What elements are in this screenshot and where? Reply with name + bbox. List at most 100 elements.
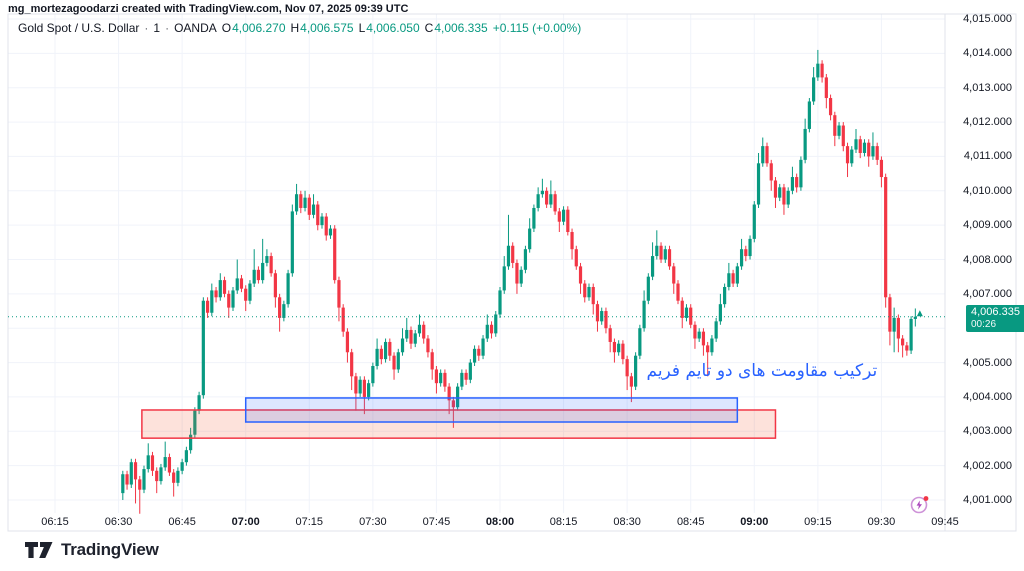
candle[interactable] <box>659 242 663 263</box>
candle[interactable] <box>625 355 629 391</box>
candle[interactable] <box>714 317 718 342</box>
candle[interactable] <box>244 285 248 312</box>
candle[interactable] <box>443 369 447 392</box>
candle[interactable] <box>392 352 396 380</box>
candle[interactable] <box>400 328 405 356</box>
candle[interactable] <box>150 451 155 476</box>
candle[interactable] <box>176 467 180 487</box>
candle[interactable] <box>710 335 714 356</box>
candle[interactable] <box>362 376 366 415</box>
candle[interactable] <box>731 269 735 287</box>
candle[interactable] <box>769 159 773 191</box>
candle[interactable] <box>506 214 511 270</box>
candle[interactable] <box>684 304 689 322</box>
candle[interactable] <box>311 194 316 219</box>
candle[interactable] <box>193 407 197 439</box>
candle[interactable] <box>379 345 383 365</box>
candle[interactable] <box>341 304 345 337</box>
candle[interactable] <box>557 207 561 233</box>
candle[interactable] <box>701 328 706 356</box>
candle[interactable] <box>358 376 362 397</box>
candle[interactable] <box>489 321 494 339</box>
candle[interactable] <box>125 470 129 490</box>
candle[interactable] <box>888 293 892 346</box>
candle[interactable] <box>748 235 752 260</box>
candle[interactable] <box>307 194 311 220</box>
candle[interactable] <box>422 321 426 344</box>
candle[interactable] <box>871 132 875 160</box>
candle[interactable] <box>723 283 727 308</box>
tradingview-brand-text[interactable]: TradingView <box>61 540 159 559</box>
candle[interactable] <box>261 238 265 284</box>
candle[interactable] <box>655 230 659 260</box>
candle[interactable] <box>367 379 371 401</box>
candle[interactable] <box>862 139 867 157</box>
candle[interactable] <box>638 324 642 360</box>
candle[interactable] <box>905 341 909 356</box>
candle[interactable] <box>650 242 655 281</box>
candle[interactable] <box>498 286 502 318</box>
flash-status-icon[interactable] <box>909 494 931 516</box>
red-resistance-zone[interactable] <box>141 409 777 439</box>
candle[interactable] <box>909 316 913 354</box>
candle[interactable] <box>773 177 778 208</box>
candle[interactable] <box>383 338 388 363</box>
candle[interactable] <box>617 340 621 356</box>
candle[interactable] <box>680 297 684 329</box>
candle[interactable] <box>697 328 701 342</box>
candle[interactable] <box>201 297 205 399</box>
candle[interactable] <box>663 245 667 263</box>
candle[interactable] <box>786 187 790 208</box>
candle[interactable] <box>519 266 523 287</box>
candle[interactable] <box>350 348 354 391</box>
candle[interactable] <box>790 166 795 195</box>
candle[interactable] <box>235 259 239 294</box>
candle[interactable] <box>634 352 638 391</box>
candles-layer[interactable] <box>121 49 917 514</box>
candle[interactable] <box>845 142 850 178</box>
candle[interactable] <box>693 321 697 349</box>
candle[interactable] <box>536 187 540 212</box>
candle[interactable] <box>396 348 400 373</box>
candle[interactable] <box>189 427 193 454</box>
candle[interactable] <box>227 290 231 318</box>
candle[interactable] <box>803 118 807 164</box>
candle[interactable] <box>239 274 244 293</box>
candle[interactable] <box>706 341 710 377</box>
candle[interactable] <box>282 300 286 322</box>
candle[interactable] <box>778 183 782 202</box>
candle[interactable] <box>210 283 214 317</box>
candle[interactable] <box>328 225 333 239</box>
candle[interactable] <box>511 242 515 269</box>
candle[interactable] <box>553 190 557 215</box>
candle[interactable] <box>269 252 273 277</box>
candle[interactable] <box>468 359 472 384</box>
candle[interactable] <box>735 262 739 287</box>
candle[interactable] <box>828 94 833 121</box>
candle[interactable] <box>901 335 905 358</box>
candle[interactable] <box>184 446 188 466</box>
candle[interactable] <box>375 338 379 370</box>
candle[interactable] <box>218 273 222 301</box>
candle[interactable] <box>133 458 138 504</box>
text-drawing-annotation[interactable]: ترکیب مقاومت های دو تایم فریم <box>646 361 878 382</box>
candle[interactable] <box>354 372 358 411</box>
candle[interactable] <box>756 152 761 208</box>
candle[interactable] <box>854 128 858 153</box>
candle[interactable] <box>502 256 506 294</box>
candle[interactable] <box>744 245 748 262</box>
candle[interactable] <box>481 335 485 360</box>
candle[interactable] <box>587 283 591 301</box>
candle[interactable] <box>265 249 269 267</box>
candle[interactable] <box>528 218 532 253</box>
candle[interactable] <box>477 345 481 361</box>
candle[interactable] <box>180 458 184 475</box>
candle[interactable] <box>303 190 307 212</box>
candle[interactable] <box>172 469 176 497</box>
candle[interactable] <box>820 60 824 83</box>
candle[interactable] <box>214 286 218 303</box>
candle[interactable] <box>523 245 528 274</box>
candle[interactable] <box>833 111 837 147</box>
candle[interactable] <box>163 441 167 471</box>
candle[interactable] <box>294 183 299 215</box>
